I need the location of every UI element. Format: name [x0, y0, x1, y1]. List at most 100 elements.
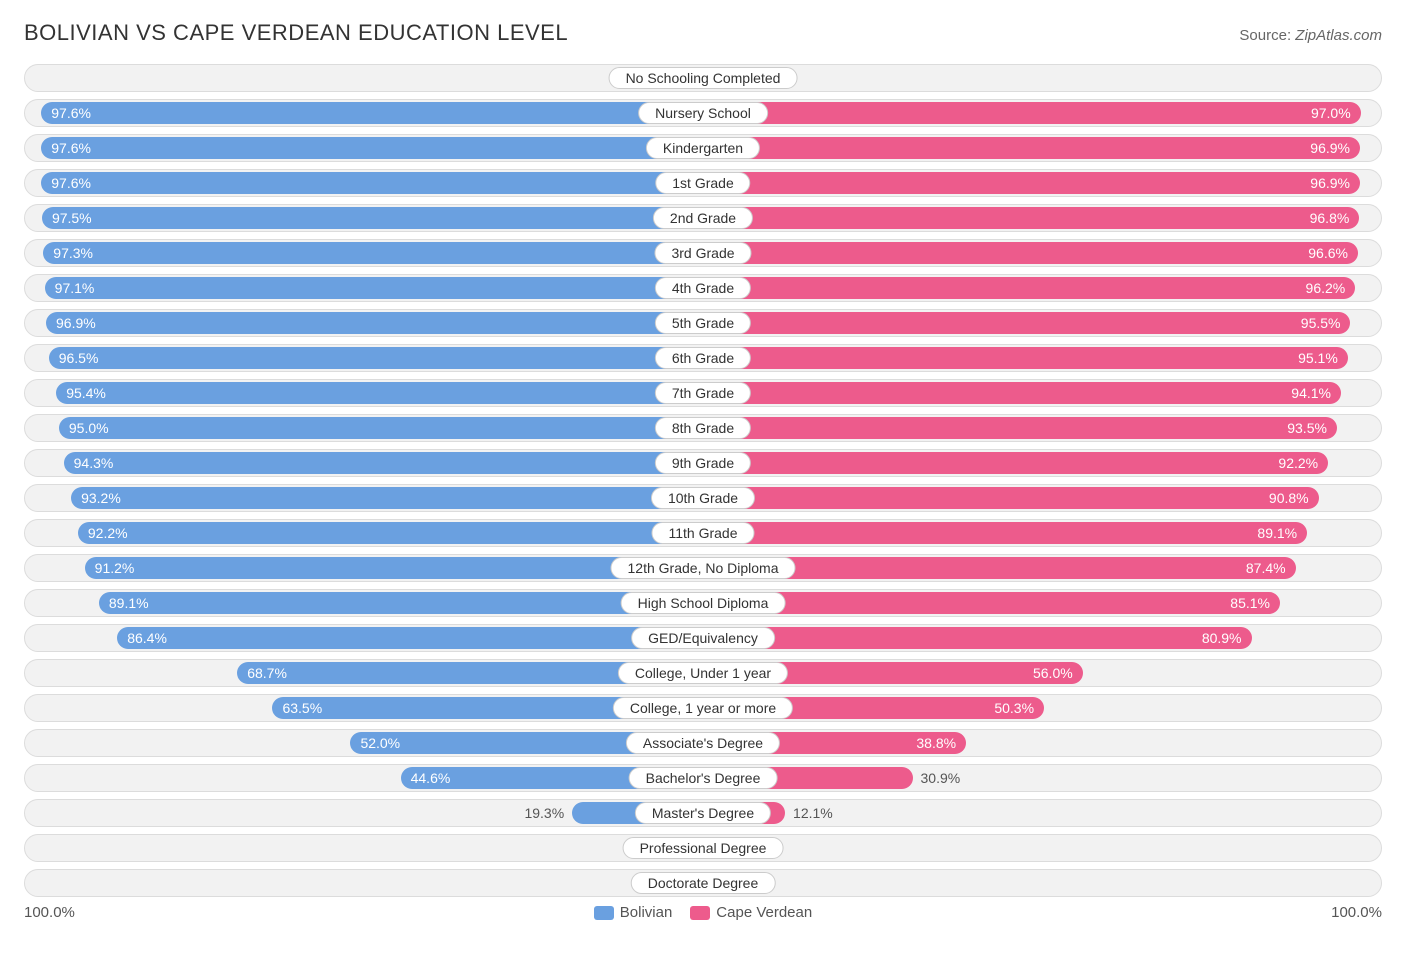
chart-row: 92.2% 89.1% 11th Grade [24, 519, 1382, 547]
category-label: 12th Grade, No Diploma [611, 557, 796, 579]
value-label-right: 87.4% [1236, 555, 1296, 581]
chart-row: 89.1% 85.1% High School Diploma [24, 589, 1382, 617]
value-label-right: 90.8% [1259, 485, 1319, 511]
value-label-left: 96.9% [46, 310, 703, 336]
value-label-right: 30.9% [913, 765, 969, 791]
category-label: 11th Grade [651, 522, 754, 544]
category-label: 7th Grade [655, 382, 751, 404]
chart-row: 68.7%56.0%College, Under 1 year [24, 659, 1382, 687]
chart-row: 95.0%93.5%8th Grade [24, 414, 1382, 442]
chart-header: BOLIVIAN VS CAPE VERDEAN EDUCATION LEVEL… [24, 20, 1382, 46]
category-label: Kindergarten [646, 137, 760, 159]
category-label: Associate's Degree [626, 732, 780, 754]
chart-row: 91.2%87.4%12th Grade, No Diploma [24, 554, 1382, 582]
value-label-right: 97.0% [1301, 100, 1361, 126]
chart-row: 19.3% 12.1% Master's Degree [24, 799, 1382, 827]
bar-right [703, 627, 1252, 649]
value-label-right: 38.8% [906, 730, 966, 756]
chart-row: 95.4% 94.1% 7th Grade [24, 379, 1382, 407]
category-label: 3rd Grade [654, 242, 751, 264]
chart-row: 63.5%50.3%College, 1 year or more [24, 694, 1382, 722]
value-label-right: 94.1% [1281, 380, 1341, 406]
legend-swatch-right [690, 906, 710, 920]
category-label: Doctorate Degree [631, 872, 776, 894]
bar-right [703, 592, 1280, 614]
chart-row: 2.4%1.4%Doctorate Degree [24, 869, 1382, 897]
value-label-right: 96.9% [1300, 135, 1360, 161]
legend: Bolivian Cape Verdean [594, 904, 812, 921]
value-label-left: 92.2% [78, 520, 703, 546]
value-label-right: 96.6% [1298, 240, 1358, 266]
bar-right [703, 207, 1359, 229]
value-label-right: 80.9% [1192, 625, 1252, 651]
category-label: College, 1 year or more [613, 697, 793, 719]
category-label: Nursery School [638, 102, 768, 124]
legend-item-right: Cape Verdean [690, 904, 812, 921]
category-label: Professional Degree [623, 837, 784, 859]
chart-row: 97.6%96.9%Kindergarten [24, 134, 1382, 162]
chart-row: 5.6%3.4%Professional Degree [24, 834, 1382, 862]
legend-swatch-left [594, 906, 614, 920]
chart-row: 96.9% 95.5% 5th Grade [24, 309, 1382, 337]
bar-right [703, 277, 1355, 299]
chart-row: 96.5%95.1%6th Grade [24, 344, 1382, 372]
bar-right [703, 487, 1319, 509]
category-label: 2nd Grade [653, 207, 753, 229]
category-label: 5th Grade [655, 312, 751, 334]
bar-right [703, 172, 1360, 194]
chart-footer: 100.0% Bolivian Cape Verdean 100.0% [24, 904, 1382, 921]
value-label-left: 97.6% [41, 100, 703, 126]
chart-row: 93.2% 90.8% 10th Grade [24, 484, 1382, 512]
chart-row: 97.3% 96.6% 3rd Grade [24, 239, 1382, 267]
value-label-left: 95.4% [56, 380, 703, 406]
chart-row: 2.4%3.1%No Schooling Completed [24, 64, 1382, 92]
axis-right-max: 100.0% [1331, 904, 1382, 921]
chart-row: 97.6% 96.9% 1st Grade [24, 169, 1382, 197]
bar-right [703, 452, 1328, 474]
value-label-right: 89.1% [1247, 520, 1307, 546]
legend-label-left: Bolivian [620, 904, 673, 921]
value-label-left: 97.6% [41, 170, 703, 196]
category-label: 6th Grade [655, 347, 751, 369]
bar-right [703, 102, 1361, 124]
value-label-right: 95.5% [1291, 310, 1351, 336]
source-attribution: Source: ZipAtlas.com [1239, 27, 1382, 44]
chart-row: 86.4%80.9%GED/Equivalency [24, 624, 1382, 652]
chart-row: 44.6%30.9%Bachelor's Degree [24, 764, 1382, 792]
source-value: ZipAtlas.com [1295, 27, 1382, 44]
value-label-right: 96.8% [1300, 205, 1360, 231]
chart-row: 97.5% 96.8% 2nd Grade [24, 204, 1382, 232]
chart-title: BOLIVIAN VS CAPE VERDEAN EDUCATION LEVEL [24, 20, 568, 46]
bar-right [703, 242, 1358, 264]
value-label-left: 93.2% [71, 485, 703, 511]
value-label-right: 92.2% [1268, 450, 1328, 476]
category-label: 9th Grade [655, 452, 751, 474]
category-label: 4th Grade [655, 277, 751, 299]
value-label-right: 93.5% [1277, 415, 1337, 441]
value-label-left: 89.1% [99, 590, 703, 616]
value-label-left: 94.3% [64, 450, 703, 476]
value-label-left: 86.4% [117, 625, 703, 651]
chart-row: 94.3% 92.2% 9th Grade [24, 449, 1382, 477]
source-label: Source: [1239, 27, 1295, 44]
category-label: 8th Grade [655, 417, 751, 439]
category-label: 10th Grade [651, 487, 755, 509]
legend-label-right: Cape Verdean [716, 904, 812, 921]
value-label-left: 97.5% [42, 205, 703, 231]
category-label: High School Diploma [621, 592, 786, 614]
category-label: 1st Grade [655, 172, 750, 194]
category-label: Master's Degree [635, 802, 771, 824]
value-label-left: 19.3% [516, 800, 572, 826]
bar-right [703, 417, 1337, 439]
legend-item-left: Bolivian [594, 904, 673, 921]
bar-right [703, 347, 1348, 369]
value-label-right: 12.1% [785, 800, 841, 826]
category-label: College, Under 1 year [618, 662, 788, 684]
value-label-left: 97.3% [43, 240, 703, 266]
value-label-right: 96.9% [1300, 170, 1360, 196]
bar-right [703, 137, 1360, 159]
value-label-right: 85.1% [1220, 590, 1280, 616]
chart-row: 97.6% 97.0% Nursery School [24, 99, 1382, 127]
bar-right [703, 382, 1341, 404]
value-label-right: 50.3% [984, 695, 1044, 721]
